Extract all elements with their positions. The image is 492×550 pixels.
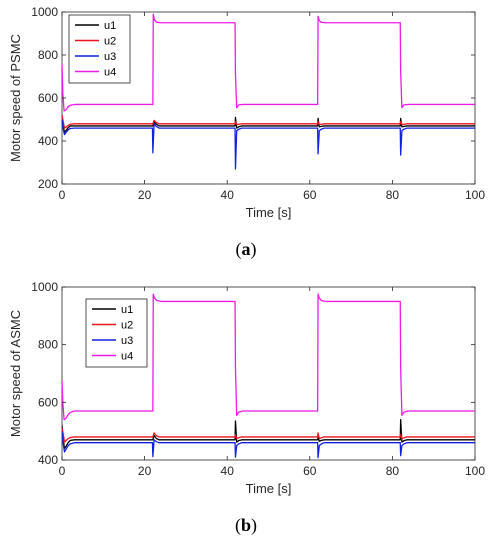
x-tick-label: 100	[465, 464, 485, 478]
x-tick-label: 80	[386, 188, 400, 202]
x-tick-label: 40	[221, 188, 235, 202]
series-line-u1	[62, 418, 475, 450]
y-tick-label: 400	[38, 134, 58, 148]
plot-area	[61, 11, 476, 185]
x-tick-label: 20	[138, 188, 152, 202]
x-tick-label: 0	[59, 188, 66, 202]
x-axis-label: Time [s]	[246, 205, 292, 220]
series-line-u1	[62, 115, 475, 134]
x-tick-label: 60	[303, 464, 317, 478]
legend: u1 u2 u3 u4	[68, 14, 131, 84]
y-tick-label: 1000	[31, 5, 58, 19]
x-tick-label: 20	[138, 464, 152, 478]
y-tick-label: 1000	[31, 280, 58, 294]
panel-caption: (a)	[236, 239, 257, 260]
legend-label-u3: u3	[104, 51, 116, 63]
x-tick-label: 0	[59, 464, 66, 478]
y-tick-label: 200	[38, 177, 58, 191]
legend: u1 u2 u3 u4	[85, 298, 148, 368]
y-tick-label: 800	[38, 48, 58, 62]
series-line-u4	[62, 13, 475, 112]
y-axis-label: Motor speed of PSMC	[8, 34, 23, 162]
y-tick-label: 600	[38, 91, 58, 105]
series-line-u2	[62, 428, 475, 443]
y-tick-label: 800	[38, 338, 58, 352]
x-tick-label: 40	[221, 464, 235, 478]
series-line-u2	[62, 115, 475, 129]
panel-caption: (b)	[235, 515, 257, 536]
x-tick-label: 100	[465, 188, 485, 202]
caption-letter: b	[241, 515, 251, 535]
series-line-u4	[62, 293, 475, 421]
chart-b: 0 20 40 60 80 100 400 600 800 1000 Time [s] Motor s…	[8, 280, 485, 536]
x-tick-label: 60	[303, 188, 317, 202]
caption-letter: a	[242, 239, 251, 259]
y-axis-label: Motor speed of ASMC	[8, 310, 23, 437]
legend-label-u3: u3	[121, 335, 133, 347]
legend-label-u4: u4	[104, 67, 116, 79]
y-tick-label: 600	[38, 395, 58, 409]
series-line-u3	[62, 431, 475, 459]
legend-label-u2: u2	[121, 320, 133, 332]
legend-label-u1: u1	[121, 304, 133, 316]
legend-label-u1: u1	[104, 20, 116, 32]
legend-label-u4: u4	[121, 351, 133, 363]
chart-a: 0 20 40 60 80 100 200 400 600 800 1000 Time [s] Moto…	[8, 5, 485, 260]
y-tick-label: 400	[38, 453, 58, 467]
series-line-u3	[62, 119, 475, 170]
x-axis-label: Time [s]	[246, 481, 292, 496]
legend-label-u2: u2	[104, 36, 116, 48]
x-tick-label: 80	[386, 464, 400, 478]
